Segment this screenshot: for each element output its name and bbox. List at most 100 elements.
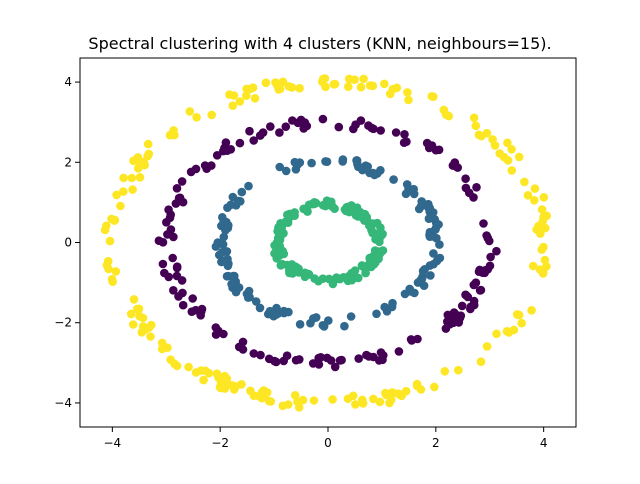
data-point-cluster-1 [108,277,117,287]
data-point-cluster-1 [107,214,116,224]
data-point-cluster-1 [343,394,353,404]
data-point-cluster-1 [514,310,524,320]
data-point-cluster-2 [443,317,452,326]
data-point-cluster-1 [105,236,115,246]
data-point-cluster-3 [311,313,321,322]
data-point-cluster-2 [308,359,318,368]
data-point-cluster-1 [534,221,543,231]
data-point-cluster-4 [361,268,370,278]
data-point-cluster-2 [296,115,306,125]
data-point-cluster-4 [300,272,310,282]
data-point-cluster-1 [482,342,492,351]
data-point-cluster-1 [309,396,319,405]
data-point-cluster-1 [416,385,426,394]
data-point-cluster-4 [285,266,294,275]
data-point-cluster-3 [389,175,398,184]
data-point-cluster-1 [207,110,216,120]
data-point-cluster-1 [102,260,112,270]
data-point-cluster-3 [307,158,316,168]
data-point-cluster-2 [474,267,484,277]
data-point-cluster-2 [158,259,168,269]
data-point-cluster-3 [218,240,228,249]
data-point-cluster-1 [212,369,222,379]
data-point-cluster-1 [111,267,121,276]
data-point-cluster-2 [154,236,164,245]
data-point-cluster-2 [472,183,481,192]
data-point-cluster-2 [402,137,411,146]
data-point-cluster-1 [356,82,366,92]
x-tick-label: 2 [432,436,440,450]
data-point-cluster-4 [328,279,338,289]
data-point-cluster-3 [230,271,239,281]
data-point-cluster-1 [514,152,524,162]
data-point-cluster-1 [517,318,526,328]
data-point-cluster-3 [435,240,444,249]
data-point-cluster-2 [168,253,177,263]
data-point-cluster-3 [291,165,301,174]
data-point-cluster-1 [539,193,549,202]
data-point-cluster-1 [444,111,454,121]
data-point-cluster-2 [369,352,378,362]
data-point-cluster-3 [425,230,434,240]
data-point-cluster-4 [339,273,348,282]
data-point-cluster-1 [102,221,111,231]
data-point-cluster-3 [236,197,245,206]
data-point-cluster-3 [429,259,438,269]
data-point-cluster-2 [364,121,373,130]
data-point-cluster-3 [245,292,254,302]
data-point-cluster-1 [351,400,360,409]
data-point-cluster-2 [178,288,187,298]
data-point-cluster-2 [479,219,488,228]
data-point-cluster-4 [270,241,279,250]
data-point-cluster-4 [275,230,284,240]
data-point-cluster-3 [401,189,411,199]
data-point-cluster-1 [476,357,486,367]
data-point-cluster-1 [216,377,226,387]
data-point-cluster-2 [349,124,358,134]
data-point-cluster-1 [499,152,509,162]
data-point-cluster-3 [275,162,285,172]
data-point-cluster-3 [228,192,238,202]
data-point-cluster-3 [417,274,427,284]
data-point-cluster-3 [431,224,440,233]
data-point-cluster-2 [441,324,451,333]
data-point-cluster-2 [466,302,476,312]
data-point-cluster-1 [404,95,413,105]
data-point-cluster-4 [357,261,367,270]
data-point-cluster-1 [284,400,293,409]
data-point-cluster-4 [366,262,376,272]
data-point-cluster-2 [172,262,182,272]
data-point-cluster-1 [135,311,144,321]
data-point-cluster-3 [363,162,373,171]
data-point-cluster-3 [251,297,261,306]
data-point-cluster-1 [290,391,300,400]
data-point-cluster-2 [202,164,211,173]
data-point-cluster-4 [276,222,285,232]
data-point-cluster-2 [249,136,258,145]
data-point-cluster-2 [235,138,245,148]
data-point-cluster-3 [295,320,305,329]
y-tick-label: 2 [64,155,72,169]
data-point-cluster-1 [287,83,297,92]
data-point-cluster-2 [175,193,185,203]
data-point-cluster-1 [509,325,519,335]
data-point-cluster-1 [257,393,267,403]
data-point-cluster-2 [356,116,366,125]
data-point-cluster-2 [266,122,275,131]
data-point-cluster-2 [456,311,466,321]
data-point-cluster-1 [502,327,512,336]
data-point-cluster-2 [295,355,304,364]
data-point-cluster-2 [191,164,201,174]
data-point-cluster-2 [245,126,254,136]
data-point-cluster-3 [318,321,328,330]
data-point-cluster-2 [160,268,169,278]
data-point-cluster-4 [349,270,358,280]
data-point-cluster-1 [328,395,337,404]
data-point-cluster-2 [471,278,481,288]
data-point-cluster-4 [332,273,341,282]
data-point-cluster-1 [440,367,450,376]
data-point-cluster-1 [382,390,391,400]
data-point-cluster-1 [274,85,284,94]
chart-title: Spectral clustering with 4 clusters (KNN… [88,34,552,53]
data-point-cluster-2 [188,294,197,303]
